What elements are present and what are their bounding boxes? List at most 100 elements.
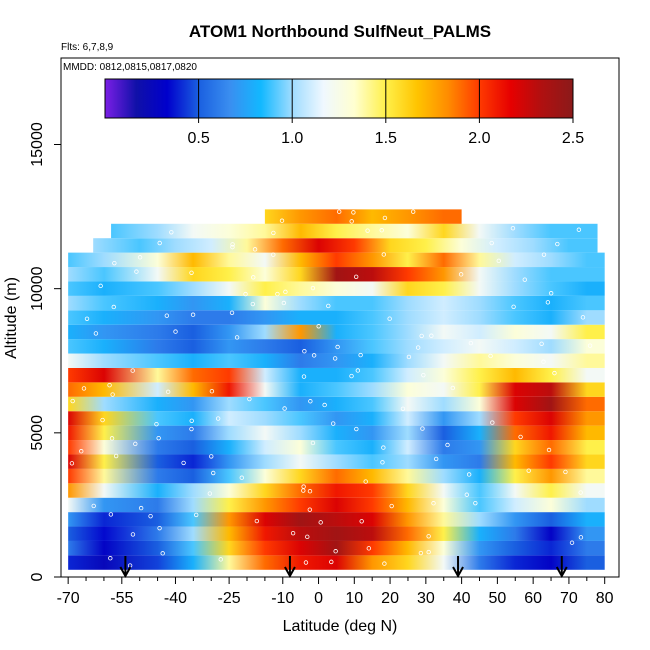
plot-frame <box>60 57 620 578</box>
sample-point <box>271 252 276 257</box>
sample-point <box>281 300 287 306</box>
sample-point <box>69 461 75 466</box>
sample-point <box>173 329 178 334</box>
colorbar-tick-label: 1.5 <box>375 130 397 147</box>
sample-point <box>301 374 307 379</box>
sample-point <box>326 303 331 309</box>
arrow-head <box>119 566 132 579</box>
heatmap-row <box>68 440 605 455</box>
sample-point <box>279 218 285 223</box>
sample-point <box>283 289 288 295</box>
x-tick-label: 70 <box>560 590 578 607</box>
heatmap-row <box>111 223 598 239</box>
sample-point <box>134 269 139 274</box>
sample-point <box>79 449 84 454</box>
sample-point <box>526 468 531 473</box>
heatmap-row <box>68 367 605 383</box>
sample-point <box>522 277 527 282</box>
sample-point <box>108 556 113 561</box>
sample-point <box>230 244 235 250</box>
colorbar-tick-label: 2.5 <box>562 130 584 147</box>
sample-point <box>322 402 327 408</box>
sample-point <box>113 453 119 459</box>
sample-point <box>545 300 551 305</box>
sample-point <box>400 406 406 411</box>
dates-annotation: MMDD: 0812,0815,0817,0820 <box>63 62 197 73</box>
sample-point <box>382 215 388 221</box>
arrow-marker <box>555 556 568 579</box>
sample-point <box>91 503 96 509</box>
arrow-marker <box>452 556 464 579</box>
sample-point <box>426 549 431 555</box>
sample-point <box>548 291 554 296</box>
sample-point <box>252 247 258 252</box>
sample-point <box>349 373 354 379</box>
sample-point <box>303 560 309 565</box>
heatmap-row <box>68 555 605 570</box>
heatmap-row <box>93 238 598 253</box>
sample-point <box>365 228 370 233</box>
sample-point <box>302 349 307 354</box>
y-tick-label: 0 <box>29 572 46 581</box>
sample-point <box>466 472 472 477</box>
x-tick-label: -70 <box>57 590 80 607</box>
sample-point <box>445 442 450 448</box>
x-tick-label: -10 <box>271 590 294 607</box>
sample-point <box>355 368 361 373</box>
sample-point <box>211 470 216 476</box>
sample-point <box>234 335 240 340</box>
sample-point <box>165 389 171 395</box>
x-tick-label: -55 <box>110 590 133 607</box>
sample-point <box>307 488 313 494</box>
heatmap-row <box>68 512 605 527</box>
sample-point <box>70 398 75 404</box>
sample-point <box>190 312 196 317</box>
sample-point <box>381 252 386 257</box>
x-axis-label: Latitude (deg N) <box>283 618 398 635</box>
sample-point <box>366 546 372 551</box>
sample-point <box>164 313 170 318</box>
sample-point <box>160 551 165 556</box>
heatmap-row <box>264 209 462 224</box>
sample-point <box>111 304 116 310</box>
sample-point <box>316 324 321 329</box>
sample-point <box>107 382 112 388</box>
sample-point <box>137 255 143 260</box>
flights-annotation: Flts: 6,7,8,9 <box>61 42 114 53</box>
sample-point <box>332 356 338 361</box>
sample-point <box>229 310 235 315</box>
sample-point <box>351 210 356 215</box>
heatmap-row <box>68 540 605 556</box>
sample-point <box>421 372 426 378</box>
sample-point <box>189 426 194 432</box>
sample-point <box>333 549 338 554</box>
y-tick-label: 5000 <box>29 415 46 451</box>
sample-point <box>353 274 359 279</box>
sample-point <box>215 416 221 421</box>
sample-point <box>358 352 363 358</box>
x-tick-label: 20 <box>381 590 399 607</box>
sample-point <box>555 241 560 247</box>
sample-point <box>310 440 316 446</box>
sample-point <box>563 469 568 475</box>
sample-point <box>331 421 336 426</box>
sample-point <box>546 447 552 453</box>
sample-point <box>379 228 384 233</box>
sample-point <box>282 406 287 411</box>
sample-point <box>100 417 105 423</box>
sample-point <box>310 285 316 291</box>
sample-point <box>181 460 186 466</box>
sample-point <box>307 507 312 512</box>
sample-point <box>335 344 340 350</box>
sample-point <box>387 316 392 321</box>
sample-point <box>587 343 593 348</box>
sample-point <box>450 385 456 391</box>
sample-point <box>84 316 90 321</box>
sample-point <box>354 426 359 432</box>
y-tick-label: 15000 <box>29 122 46 167</box>
sample-point <box>415 345 421 350</box>
colorbar-tick-label: 2.0 <box>468 130 490 147</box>
sample-point <box>130 532 136 537</box>
sample-point <box>157 525 162 531</box>
